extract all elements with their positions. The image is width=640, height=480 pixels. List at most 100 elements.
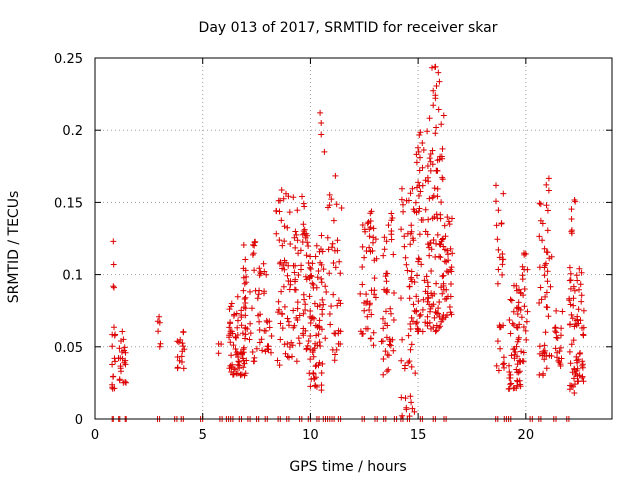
data-point bbox=[380, 356, 387, 362]
data-point bbox=[428, 268, 435, 274]
data-point bbox=[280, 262, 287, 268]
data-point bbox=[519, 358, 526, 365]
data-point bbox=[566, 264, 573, 271]
data-point bbox=[112, 358, 119, 365]
data-point bbox=[402, 254, 409, 261]
data-point bbox=[258, 336, 265, 343]
data-point bbox=[378, 338, 385, 345]
data-point bbox=[307, 253, 314, 260]
data-point bbox=[493, 362, 500, 369]
data-point bbox=[432, 92, 439, 99]
data-point bbox=[415, 327, 422, 334]
data-point bbox=[233, 349, 240, 356]
data-point bbox=[404, 230, 411, 237]
data-point bbox=[321, 148, 328, 155]
data-point bbox=[307, 308, 314, 314]
data-point bbox=[508, 380, 515, 387]
data-point bbox=[439, 290, 446, 297]
data-point bbox=[408, 228, 415, 235]
data-point bbox=[319, 326, 325, 333]
data-point bbox=[443, 268, 450, 275]
data-point bbox=[416, 192, 422, 199]
data-point bbox=[120, 379, 127, 386]
data-point bbox=[324, 234, 331, 241]
data-point bbox=[414, 328, 421, 335]
data-point bbox=[523, 336, 530, 343]
data-point bbox=[232, 346, 239, 352]
data-point bbox=[405, 359, 412, 366]
data-point bbox=[325, 246, 332, 253]
data-point bbox=[387, 305, 394, 312]
data-point bbox=[429, 64, 435, 71]
data-point bbox=[371, 287, 378, 294]
data-point bbox=[551, 325, 558, 332]
data-point bbox=[416, 167, 423, 174]
data-point bbox=[437, 211, 444, 218]
data-point bbox=[312, 340, 319, 347]
data-point bbox=[398, 226, 405, 233]
data-point bbox=[575, 306, 582, 313]
data-point bbox=[295, 335, 302, 342]
data-point bbox=[516, 321, 523, 328]
data-point bbox=[402, 395, 409, 402]
data-point bbox=[318, 279, 325, 286]
data-point bbox=[555, 357, 562, 364]
data-point bbox=[286, 209, 293, 216]
data-point bbox=[421, 277, 428, 284]
data-point bbox=[371, 257, 378, 264]
data-point bbox=[226, 306, 233, 313]
data-point bbox=[449, 250, 456, 257]
data-point bbox=[556, 359, 563, 366]
data-point bbox=[388, 210, 395, 217]
data-point bbox=[110, 373, 116, 380]
data-point bbox=[310, 347, 317, 354]
x-tick-label: 10 bbox=[302, 428, 319, 443]
data-point bbox=[401, 233, 408, 240]
data-point bbox=[307, 383, 314, 390]
data-point bbox=[440, 235, 446, 242]
data-point bbox=[280, 283, 287, 290]
data-point bbox=[514, 369, 521, 376]
data-point bbox=[382, 320, 388, 327]
data-point bbox=[497, 345, 504, 352]
data-point bbox=[514, 311, 521, 317]
data-point bbox=[514, 353, 521, 360]
data-point bbox=[280, 195, 287, 202]
data-point bbox=[413, 159, 420, 166]
data-point bbox=[440, 112, 447, 119]
data-point bbox=[289, 342, 296, 349]
data-point bbox=[311, 300, 318, 307]
data-point bbox=[294, 207, 301, 214]
data-point bbox=[558, 332, 564, 339]
data-point bbox=[320, 266, 327, 273]
data-point bbox=[545, 175, 552, 182]
data-point bbox=[389, 336, 396, 343]
data-point bbox=[438, 199, 445, 206]
data-point bbox=[557, 363, 564, 369]
data-point bbox=[309, 280, 316, 287]
data-point bbox=[493, 182, 499, 189]
data-point bbox=[228, 364, 235, 371]
data-point bbox=[558, 355, 565, 362]
data-point bbox=[312, 363, 319, 370]
data-point bbox=[545, 313, 552, 320]
data-point bbox=[426, 244, 432, 251]
data-point bbox=[241, 304, 247, 311]
data-point bbox=[439, 236, 446, 243]
data-point bbox=[328, 196, 335, 203]
data-point bbox=[536, 343, 543, 350]
data-point bbox=[428, 246, 435, 253]
data-point bbox=[274, 357, 281, 364]
data-point bbox=[430, 87, 437, 94]
data-point bbox=[381, 246, 388, 253]
data-point bbox=[281, 257, 288, 264]
data-point bbox=[243, 279, 250, 286]
data-point bbox=[285, 193, 292, 200]
data-point bbox=[506, 369, 513, 375]
data-point bbox=[109, 343, 116, 350]
data-point bbox=[407, 190, 414, 197]
data-point bbox=[322, 283, 329, 290]
data-point bbox=[251, 267, 258, 274]
data-point bbox=[543, 181, 550, 188]
